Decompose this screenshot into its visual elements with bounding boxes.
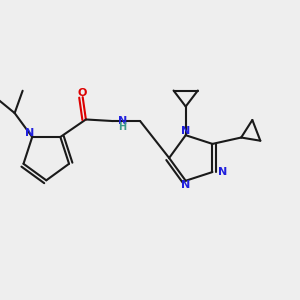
Text: N: N [25, 128, 34, 138]
Text: N: N [181, 126, 190, 136]
Text: H: H [118, 122, 126, 132]
Text: N: N [118, 116, 128, 126]
Text: N: N [181, 180, 190, 190]
Text: O: O [78, 88, 87, 98]
Text: N: N [218, 167, 227, 177]
